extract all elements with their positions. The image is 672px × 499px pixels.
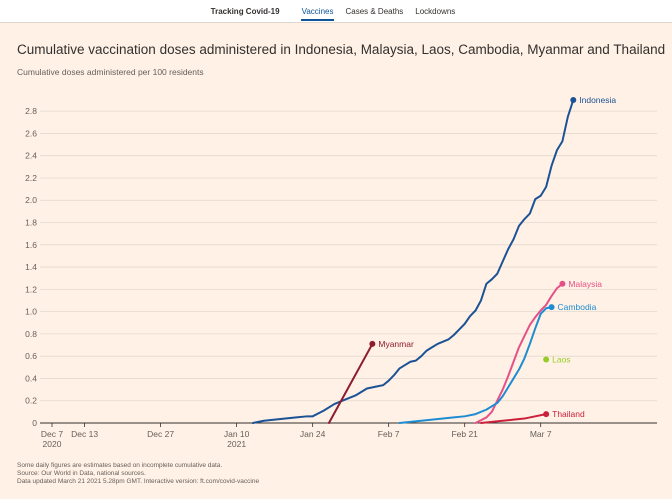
x-tick-sublabel: 2021	[227, 439, 246, 449]
x-tick-label: Jan 24	[300, 429, 326, 439]
y-tick-label: 0.8	[25, 329, 37, 339]
series-line-cambodia	[398, 306, 553, 424]
y-tick-label: 0	[32, 418, 37, 428]
x-tick-label: Feb 21	[451, 429, 478, 439]
y-tick-label: 1.2	[25, 284, 37, 294]
y-tick-label: 2.6	[25, 128, 37, 138]
y-tick-label: 2.0	[25, 195, 37, 205]
series-label-malaysia: Malaysia	[568, 279, 602, 289]
vaccination-line-chart: 0 0.2 0.4 0.6 0.8 1.0 1.2 1.4 1.6 1.8 2.0 2.2 2.4 2.6…	[25, 95, 657, 449]
x-tick-sublabel: 2020	[43, 439, 62, 449]
series-label-myanmar: Myanmar	[378, 339, 414, 349]
series-label-indonesia: Indonesia	[579, 95, 616, 105]
tab-cases-deaths[interactable]: Cases & Deaths	[345, 6, 404, 16]
x-tick-label: Dec 13	[71, 429, 98, 439]
series-endpoint-laos	[543, 356, 550, 363]
series-endpoint-myanmar	[369, 340, 376, 347]
chart-footer: Some daily figures are estimates based o…	[17, 462, 259, 486]
chart-title: Cumulative vaccination doses administere…	[17, 42, 666, 57]
x-tick-label: Feb 7	[378, 429, 400, 439]
series-endpoint-cambodia	[548, 304, 555, 311]
x-tick-label: Mar 7	[530, 429, 552, 439]
y-tick-label: 2.2	[25, 173, 37, 183]
chart-subtitle: Cumulative doses administered per 100 re…	[17, 67, 204, 77]
series-endpoint-indonesia	[570, 97, 577, 103]
x-tick-label: Dec 7	[41, 429, 63, 439]
footer-source: Source: Our World in Data, national sour…	[17, 470, 146, 477]
series-line-myanmar	[327, 342, 374, 424]
y-tick-label: 2.4	[25, 151, 37, 161]
y-tick-label: 1.4	[25, 262, 37, 272]
y-tick-label: 1.8	[25, 218, 37, 228]
y-tick-label: 1.6	[25, 240, 37, 250]
series-endpoint-malaysia	[559, 280, 566, 287]
y-tick-label: 0.4	[25, 373, 37, 383]
y-tick-label: 2.8	[25, 106, 37, 116]
x-tick-label: Jan 10	[224, 429, 250, 439]
x-tick-label: Dec 27	[147, 429, 174, 439]
y-tick-label: 0.6	[25, 351, 37, 361]
series-line-thailand	[479, 413, 548, 424]
footer-note: Some daily figures are estimates based o…	[17, 462, 223, 469]
y-tick-label: 0.2	[25, 396, 37, 406]
series-line-indonesia	[251, 99, 575, 424]
series-label-laos: Laos	[552, 355, 570, 365]
tab-lockdowns[interactable]: Lockdowns	[415, 6, 456, 16]
tab-vaccines[interactable]: Vaccines	[300, 2, 335, 21]
nav-brand[interactable]: Tracking Covid-19	[210, 6, 280, 16]
top-nav: Tracking Covid-19 Vaccines Cases & Death…	[0, 0, 672, 23]
series-line-malaysia	[474, 282, 564, 424]
series-label-thailand: Thailand	[552, 409, 585, 419]
series-label-cambodia: Cambodia	[558, 302, 597, 312]
y-tick-label: 1.0	[25, 307, 37, 317]
footer-updated: Data updated March 21 2021 5.28pm GMT. I…	[17, 478, 260, 485]
series-endpoint-thailand	[543, 411, 550, 418]
